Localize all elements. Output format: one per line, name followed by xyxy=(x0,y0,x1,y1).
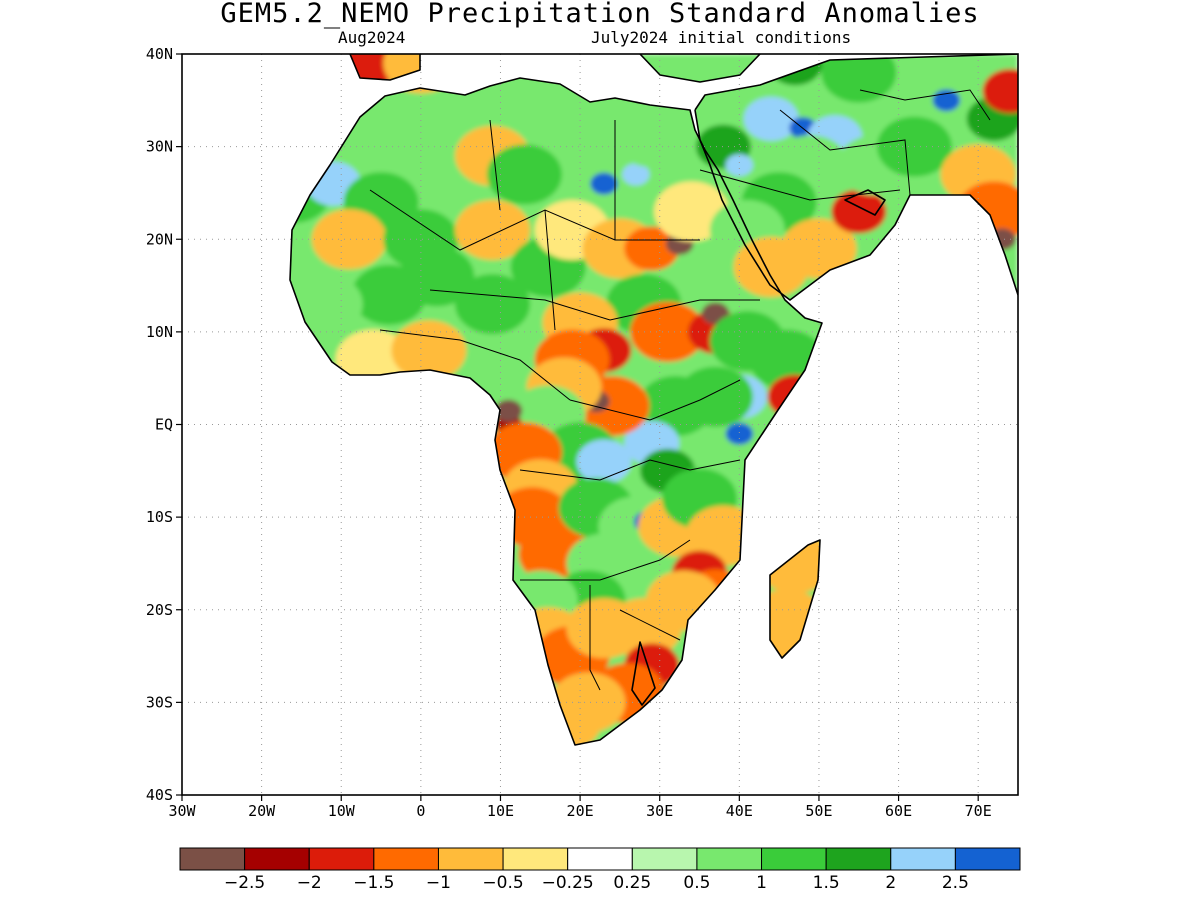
x-tick-label: 50E xyxy=(805,802,832,820)
colorbar-swatch xyxy=(825,847,892,871)
anomaly-region xyxy=(311,209,387,270)
y-tick-label: EQ xyxy=(155,416,173,434)
x-tick-label: 60E xyxy=(885,802,912,820)
colorbar-label: 0.5 xyxy=(683,873,710,893)
x-tick-label: 10W xyxy=(328,802,356,820)
y-tick-label: 10S xyxy=(146,508,173,526)
anomaly-region xyxy=(630,301,706,362)
colorbar-label: −1 xyxy=(426,873,451,893)
x-tick-label: 10E xyxy=(487,802,514,820)
colorbar-label: 2 xyxy=(885,873,896,893)
x-tick-label: 0 xyxy=(416,802,425,820)
y-tick-label: 20N xyxy=(146,230,173,248)
colorbar-label: −2.5 xyxy=(224,873,265,893)
colorbar-label: 2.5 xyxy=(942,873,969,893)
y-tick-label: 30N xyxy=(146,138,173,156)
y-tick-label: 40S xyxy=(146,786,173,804)
y-tick-label: 20S xyxy=(146,601,173,619)
anomaly-region xyxy=(606,598,682,659)
anomaly-region xyxy=(622,163,650,186)
lesotho-outline xyxy=(631,641,656,706)
y-tick-label: 10N xyxy=(146,323,173,341)
anomaly-region xyxy=(821,54,897,103)
initial-conditions: July2024 initial conditions xyxy=(591,28,852,47)
colorbar-swatch xyxy=(761,847,827,871)
x-tick-label: 40E xyxy=(726,802,753,820)
colorbar-swatch xyxy=(373,847,439,871)
colorbar-label: −2 xyxy=(297,873,322,893)
madagascar-coastline xyxy=(769,539,821,659)
colorbar-label: 1 xyxy=(756,873,767,893)
anomaly-region xyxy=(351,264,427,325)
x-tick-label: 20E xyxy=(567,802,594,820)
x-tick-label: 20W xyxy=(248,802,276,820)
colorbar-label: 1.5 xyxy=(813,873,840,893)
y-tick-label: 30S xyxy=(146,693,173,711)
anomaly-region xyxy=(982,69,1018,114)
x-tick-label: 70E xyxy=(965,802,992,820)
europe-coastline xyxy=(639,54,761,83)
anomaly-region xyxy=(455,274,531,335)
country-borders xyxy=(369,89,991,691)
colorbar-swatch xyxy=(437,847,504,871)
colorbar-swatch xyxy=(890,847,956,871)
anomaly-region xyxy=(743,96,799,141)
colorbar-swatch xyxy=(179,847,246,871)
colorbar-swatch xyxy=(696,847,763,871)
arabia-coastline xyxy=(694,54,1018,301)
anomaly-region xyxy=(455,199,531,260)
colorbar: −2.5 −2 −1.5 −1 −0.5 −0.25 0.25 0.5 1 1.5 2 2.5 xyxy=(179,847,1021,893)
colorbar-swatch xyxy=(308,847,375,871)
colorbar-swatch xyxy=(567,847,633,871)
colorbar-swatch xyxy=(954,847,1021,871)
anomaly-region xyxy=(391,320,467,381)
anomaly-region xyxy=(614,107,690,168)
colorbar-label: −1.5 xyxy=(353,873,394,893)
colorbar-swatch xyxy=(244,847,310,871)
colorbar-label: −0.25 xyxy=(542,873,594,893)
anomaly-region xyxy=(624,226,680,271)
anomaly-region xyxy=(725,154,754,177)
anomaly-region xyxy=(725,422,754,445)
x-tick-label: 30W xyxy=(168,802,196,820)
x-tick-label: 30E xyxy=(646,802,673,820)
colorbar-swatch xyxy=(502,847,569,871)
map-title: GEM5.2_NEMO Precipitation Standard Anoma… xyxy=(220,0,980,29)
anomaly-region xyxy=(590,172,618,195)
axis-ticks: 30W 20W 10W 0 10E 20E 30E 40E 50E 60E 70E 40N 30N 20N… xyxy=(146,45,992,820)
anomaly-region xyxy=(781,218,857,279)
grid-lines xyxy=(182,54,1018,795)
y-tick-label: 40N xyxy=(146,45,173,63)
anomaly-region xyxy=(290,274,363,335)
anomaly-region xyxy=(576,439,632,484)
colorbar-label: −0.5 xyxy=(482,873,523,893)
colorbar-label: 0.25 xyxy=(613,873,651,893)
anomaly-region xyxy=(494,399,523,422)
anomaly-region xyxy=(638,375,714,436)
iberia-coastline xyxy=(349,54,421,81)
forecast-month: Aug2024 xyxy=(338,28,406,47)
anomaly-region xyxy=(486,144,562,205)
coastlines xyxy=(289,54,1018,746)
colorbar-swatch xyxy=(631,847,698,871)
gulf-coastline xyxy=(844,189,886,216)
